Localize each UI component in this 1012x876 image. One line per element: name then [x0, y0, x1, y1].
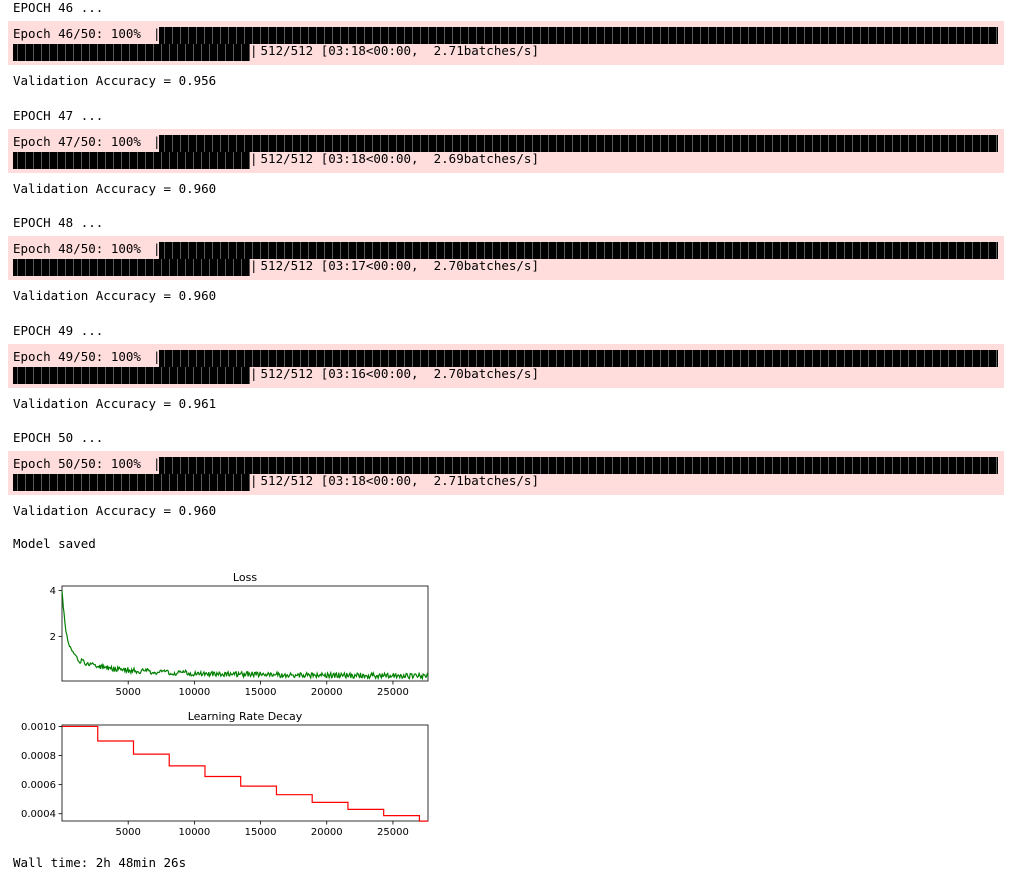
progress-suffix: 512/512 [03:17<00:00, 2.70batches/s]	[253, 258, 539, 273]
x-tick-label: 15000	[245, 827, 277, 838]
progress-bar-right-edge: |	[250, 43, 258, 58]
progress-suffix: 512/512 [03:16<00:00, 2.70batches/s]	[253, 365, 539, 381]
y-tick-label: 4	[50, 586, 56, 597]
chart-title: Learning Rate Decay	[188, 710, 303, 723]
x-tick-label: 5000	[115, 687, 140, 698]
progress-output: Epoch 49/50: 100% | | 512/512 [03:16<00:00…	[8, 343, 1004, 388]
progress-bar-right-edge: |	[250, 365, 258, 381]
progress-bar-right-edge: |	[250, 258, 258, 273]
x-tick-label: 25000	[377, 687, 409, 698]
plot-frame	[61, 585, 429, 682]
y-tick-label: 0.0006	[21, 780, 56, 791]
epoch-header: EPOCH 50 ...	[13, 430, 104, 445]
progress-bar-fill	[159, 349, 998, 367]
progress-output: Epoch 47/50: 100% | | 512/512 [03:18<00:00…	[8, 128, 1004, 173]
x-tick-label: 25000	[377, 827, 409, 838]
progress-bar-fill-wrap	[13, 366, 250, 384]
progress-bar-fill-wrap	[13, 474, 250, 491]
chart-title: Loss	[233, 571, 257, 584]
y-tick-label: 2	[50, 632, 56, 643]
progress-suffix: 512/512 [03:18<00:00, 2.71batches/s]	[253, 43, 539, 58]
epoch-header: EPOCH 47 ...	[13, 107, 104, 123]
progress-bar-fill-wrap	[13, 151, 250, 169]
progress-bar-fill-wrap	[13, 259, 250, 276]
progress-bar-left-edge: |	[153, 133, 161, 149]
progress-bar-left-edge: |	[153, 348, 161, 364]
progress-suffix: 512/512 [03:18<00:00, 2.69batches/s]	[253, 150, 539, 166]
epoch-header: EPOCH 49 ...	[13, 322, 104, 338]
validation-accuracy: Validation Accuracy = 0.956	[13, 73, 217, 88]
progress-output: Epoch 48/50: 100% | | 512/512 [03:17<00:00…	[8, 236, 1004, 280]
y-tick-label: 0.0008	[21, 751, 56, 762]
progress-bar-fill	[159, 242, 998, 259]
x-tick-label: 10000	[178, 687, 210, 698]
progress-bar-fill	[159, 27, 998, 44]
x-tick-label: 15000	[245, 687, 277, 698]
x-tick-label: 10000	[178, 827, 210, 838]
series-line	[62, 725, 428, 822]
epoch-header: EPOCH 46 ...	[13, 0, 104, 15]
progress-bar-left-edge: |	[153, 456, 161, 471]
progress-prefix: Epoch 47/50: 100%	[13, 133, 141, 149]
x-tick-label: 20000	[311, 687, 343, 698]
progress-bar-right-edge: |	[250, 473, 258, 488]
progress-bar-left-edge: |	[153, 26, 161, 41]
progress-bar-fill-wrap	[13, 44, 250, 61]
x-tick-label: 20000	[311, 827, 343, 838]
validation-accuracy: Validation Accuracy = 0.960	[13, 180, 217, 196]
y-tick-label: 0.0004	[21, 809, 56, 820]
learning-rate-chart: Learning Rate Decay 5000 10000 15000 20000 25…	[21, 710, 429, 838]
progress-bar-fill	[159, 457, 998, 474]
model-saved-message: Model saved	[13, 536, 96, 551]
progress-prefix: Epoch 50/50: 100%	[13, 456, 141, 471]
loss-chart: Loss 5000 10000 15000 20000 25000 2 4	[50, 571, 429, 698]
progress-bar-right-edge: |	[250, 150, 258, 166]
progress-output: Epoch 50/50: 100% | | 512/512 [03:18<00:00…	[8, 451, 1004, 495]
progress-suffix: 512/512 [03:18<00:00, 2.71batches/s]	[253, 473, 539, 488]
series-line	[61, 590, 429, 681]
validation-accuracy: Validation Accuracy = 0.960	[13, 503, 217, 518]
progress-bar-fill	[159, 134, 998, 152]
wall-time: Wall time: 2h 48min 26s	[13, 855, 187, 870]
progress-prefix: Epoch 49/50: 100%	[13, 348, 141, 364]
plot-frame	[61, 724, 429, 822]
validation-accuracy: Validation Accuracy = 0.960	[13, 288, 217, 303]
progress-prefix: Epoch 48/50: 100%	[13, 241, 141, 256]
progress-output: Epoch 46/50: 100% | | 512/512 [03:18<00:00…	[8, 21, 1004, 65]
progress-bar-left-edge: |	[153, 241, 161, 256]
validation-accuracy: Validation Accuracy = 0.961	[13, 395, 217, 411]
y-tick-label: 0.0010	[21, 722, 56, 733]
x-tick-label: 5000	[115, 827, 140, 838]
progress-prefix: Epoch 46/50: 100%	[13, 26, 141, 41]
epoch-header: EPOCH 48 ...	[13, 215, 104, 230]
